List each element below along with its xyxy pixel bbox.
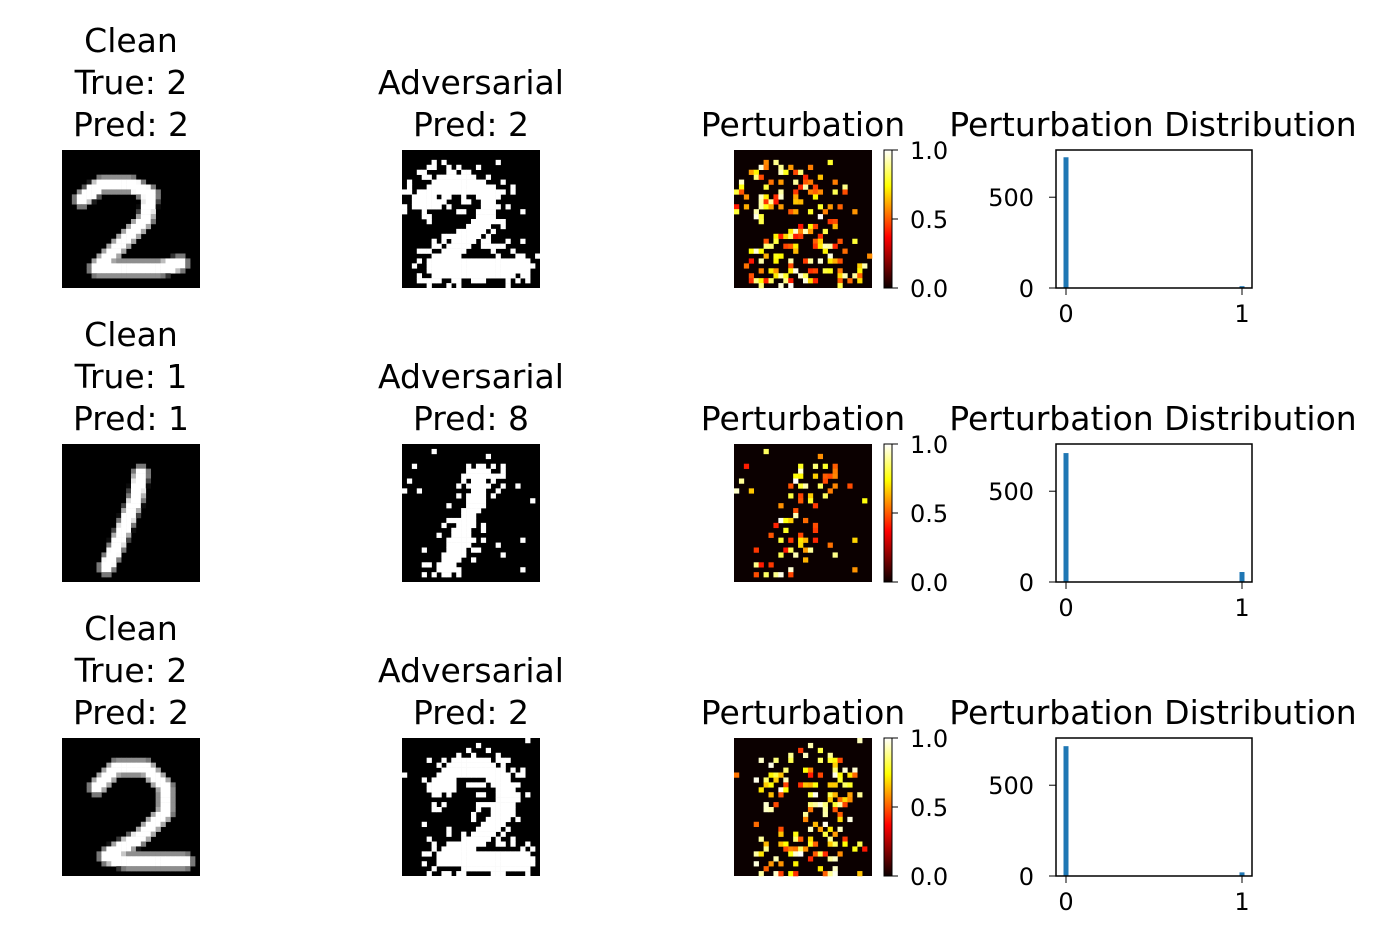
histogram-bar — [1239, 872, 1245, 876]
clean-title: Clean — [84, 21, 178, 60]
adversarial-image — [402, 444, 540, 582]
perturbation-title: Perturbation — [701, 105, 905, 144]
clean-pred-label: Pred: 2 — [73, 693, 189, 732]
adversarial-image — [402, 150, 541, 289]
histogram-bar — [1063, 157, 1069, 288]
histogram-frame — [1055, 443, 1253, 583]
clean-true-label: True: 2 — [74, 651, 188, 690]
clean-image — [62, 444, 200, 582]
histogram-title: Perturbation Distribution — [949, 693, 1356, 732]
perturbation-image — [734, 444, 872, 582]
perturbation-image — [734, 738, 872, 877]
perturbation-colorbar: 0.0 0.5 1.0 — [883, 431, 948, 597]
perturbation-title: Perturbation — [701, 399, 905, 438]
colorbar-tick-label: 0.0 — [910, 275, 948, 303]
histogram-xtick-label: 0 — [1058, 888, 1073, 916]
histogram: 0 1 0 500 — [988, 443, 1253, 622]
adversarial-image — [402, 738, 540, 877]
histogram-bar — [1239, 286, 1245, 288]
perturbation-colorbar: 0.0 0.5 1.0 — [883, 137, 948, 303]
histogram-xtick-label: 1 — [1234, 594, 1249, 622]
histogram-xtick-label: 1 — [1234, 300, 1249, 328]
histogram-ytick-label: 0 — [1019, 275, 1034, 303]
histogram-ytick-label: 500 — [988, 478, 1034, 506]
clean-image — [62, 738, 200, 876]
histogram-title: Perturbation Distribution — [949, 399, 1356, 438]
histogram-frame — [1055, 149, 1253, 289]
adversarial-pred-label: Pred: 8 — [413, 399, 529, 438]
clean-true-label: True: 2 — [74, 63, 188, 102]
histogram-xtick-label: 0 — [1058, 594, 1073, 622]
histogram-bar — [1063, 746, 1069, 876]
colorbar-tick-label: 1.0 — [910, 137, 948, 165]
histogram-ytick-label: 0 — [1019, 863, 1034, 891]
colorbar-tick-label: 0.0 — [910, 863, 948, 891]
histogram-ytick-label: 0 — [1019, 569, 1034, 597]
colorbar-tick-label: 0.5 — [910, 206, 948, 234]
colorbar-tick-label: 1.0 — [910, 725, 948, 753]
perturbation-title: Perturbation — [701, 693, 905, 732]
clean-image — [62, 150, 200, 288]
clean-pred-label: Pred: 1 — [73, 399, 189, 438]
histogram-ytick-label: 500 — [988, 772, 1034, 800]
adversarial-title: Adversarial — [378, 63, 564, 102]
histogram-xtick-label: 0 — [1058, 300, 1073, 328]
histogram-frame — [1055, 737, 1253, 877]
colorbar-tick-label: 1.0 — [910, 431, 948, 459]
adversarial-pred-label: Pred: 2 — [413, 105, 529, 144]
colorbar-tick-label: 0.0 — [910, 569, 948, 597]
histogram-bar — [1063, 453, 1069, 582]
histogram-ytick-label: 500 — [988, 184, 1034, 212]
clean-true-label: True: 1 — [74, 357, 188, 396]
colorbar-tick-label: 0.5 — [910, 500, 948, 528]
adversarial-title: Adversarial — [378, 651, 564, 690]
clean-pred-label: Pred: 2 — [73, 105, 189, 144]
histogram-title: Perturbation Distribution — [949, 105, 1356, 144]
perturbation-colorbar: 0.0 0.5 1.0 — [883, 725, 948, 891]
adversarial-pred-label: Pred: 2 — [413, 693, 529, 732]
colorbar-tick-label: 0.5 — [910, 794, 948, 822]
histogram: 0 1 0 500 — [988, 149, 1253, 328]
clean-title: Clean — [84, 315, 178, 354]
perturbation-image — [734, 150, 873, 289]
histogram-bar — [1239, 572, 1245, 582]
histogram-xtick-label: 1 — [1234, 888, 1249, 916]
adversarial-title: Adversarial — [378, 357, 564, 396]
histogram: 0 1 0 500 — [988, 737, 1253, 916]
clean-title: Clean — [84, 609, 178, 648]
